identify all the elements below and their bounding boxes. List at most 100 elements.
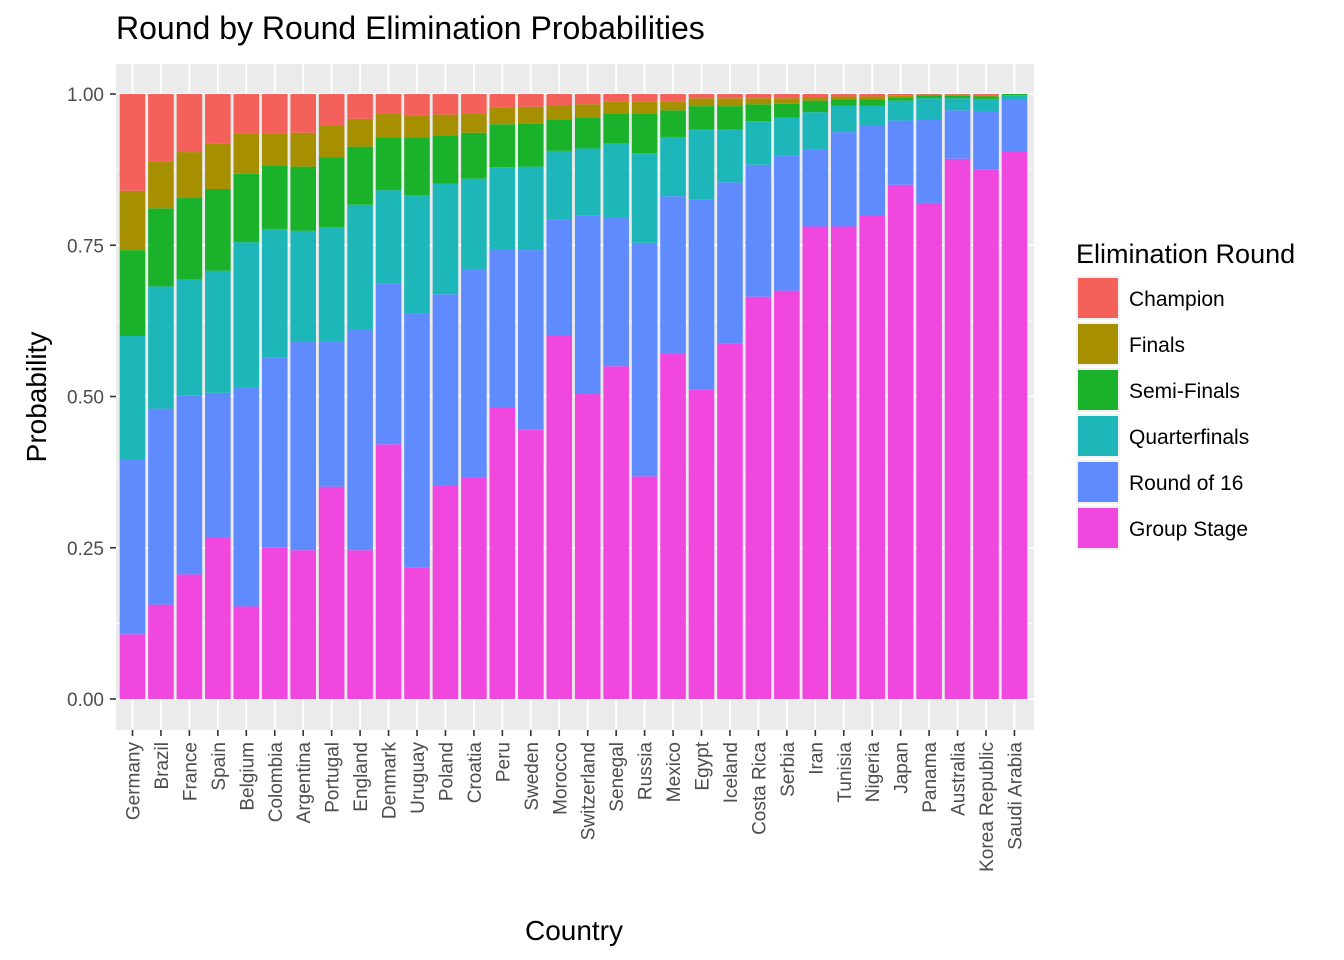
bar-segment	[916, 94, 942, 96]
bar-segment	[261, 357, 288, 548]
bar-segment	[318, 125, 345, 158]
bar-segment	[916, 202, 942, 699]
bar-segment	[546, 105, 573, 120]
bar-segment	[1001, 151, 1028, 700]
bar-segment	[660, 136, 686, 197]
bar-segment	[205, 270, 231, 393]
bar-segment	[205, 188, 231, 271]
bar-segment	[745, 98, 772, 105]
y-axis: 0.00 0.25 0.50 0.75 1.00	[67, 85, 116, 711]
x-tick-label: Panama	[920, 742, 941, 813]
y-tick-label: 0.00	[67, 690, 104, 711]
x-tick-label: Mexico	[664, 742, 685, 802]
bar-segment	[688, 129, 715, 200]
bar-segment	[461, 178, 487, 270]
bar-segment	[688, 389, 715, 699]
legend-swatch	[1078, 462, 1118, 502]
bar-segment	[518, 94, 544, 107]
bar-segment	[261, 165, 288, 229]
bar-segment	[631, 113, 658, 154]
x-tick-label: Senegal	[607, 742, 628, 812]
bar-segment	[1001, 94, 1028, 96]
x-tick-label: Croatia	[465, 742, 486, 804]
bar-segment	[233, 173, 260, 243]
bar-segment	[887, 95, 914, 98]
bar-segment	[518, 250, 544, 430]
bar-segment	[717, 98, 743, 107]
bar-segment	[489, 407, 516, 699]
bar-segment	[518, 429, 544, 699]
bar-segment	[603, 217, 629, 367]
x-tick-label: Australia	[949, 742, 970, 816]
bar-segment	[119, 336, 146, 461]
bar-segment	[119, 250, 146, 336]
bar-segment	[973, 96, 999, 99]
x-tick-label: Russia	[636, 742, 657, 801]
bar-segment	[574, 104, 601, 118]
x-tick-label: Saudi Arabia	[1005, 742, 1026, 850]
bar-segment	[973, 169, 999, 699]
x-tick-label: Iran	[806, 742, 827, 775]
bar-segment	[461, 269, 487, 478]
bar-segment	[176, 152, 203, 199]
bar-segment	[119, 94, 146, 191]
bar-segment	[631, 101, 658, 114]
bar-segment	[119, 190, 146, 251]
legend: Elimination Round Champion Finals Semi-Fin…	[1076, 239, 1295, 550]
bar-segment	[347, 146, 373, 205]
bar-segment	[887, 120, 914, 185]
bar-segment	[318, 341, 345, 487]
bar-segment	[432, 94, 459, 115]
bar-segment	[375, 113, 402, 138]
bar-segment	[546, 336, 573, 699]
bar-segment	[830, 105, 857, 133]
bar-segment	[404, 195, 430, 314]
bar-segment	[318, 227, 345, 342]
legend-label: Round of 16	[1129, 472, 1243, 495]
bar-segment	[205, 392, 231, 538]
bar-segment	[432, 114, 459, 136]
x-tick-label: Poland	[436, 742, 457, 801]
bar-segment	[973, 98, 999, 112]
x-tick-label: France	[180, 742, 201, 801]
x-tick-label: Nigeria	[863, 742, 884, 803]
bar-segment	[176, 574, 203, 699]
bar-segment	[205, 143, 231, 189]
bar-segment	[489, 94, 516, 108]
bar-segment	[830, 96, 857, 100]
legend-label: Finals	[1129, 334, 1185, 357]
legend-title: Elimination Round	[1076, 239, 1295, 269]
x-tick-label: Egypt	[693, 741, 714, 790]
bar-segment	[546, 119, 573, 151]
x-tick-label: Korea Republic	[977, 742, 998, 872]
bar-segment	[318, 486, 345, 699]
bar-segment	[887, 100, 914, 121]
bar-segment	[660, 101, 686, 111]
bar-segment	[176, 279, 203, 396]
bar-segment	[603, 94, 629, 102]
bar-segment	[745, 121, 772, 165]
bar-segment	[603, 143, 629, 218]
bar-segment	[745, 94, 772, 99]
bar-segment	[802, 97, 829, 101]
bar-segment	[859, 96, 885, 100]
bar-segment	[432, 183, 459, 295]
bar-segment	[375, 444, 402, 699]
bar-segment	[916, 94, 942, 95]
x-tick-label: Argentina	[294, 742, 315, 824]
legend-swatch	[1078, 416, 1118, 456]
bar-segment	[944, 94, 971, 96]
bar-segment	[973, 94, 999, 96]
bar-segment	[717, 182, 743, 344]
bar-segment	[261, 94, 288, 134]
bar-segment	[489, 249, 516, 408]
bar-segment	[688, 199, 715, 390]
x-tick-label: Japan	[892, 742, 913, 794]
bar-segment	[574, 394, 601, 699]
bar-segment	[745, 164, 772, 297]
bar-segment	[660, 110, 686, 137]
bar-segment	[404, 567, 430, 699]
bar-segment	[916, 98, 942, 121]
bar-segment	[432, 294, 459, 486]
